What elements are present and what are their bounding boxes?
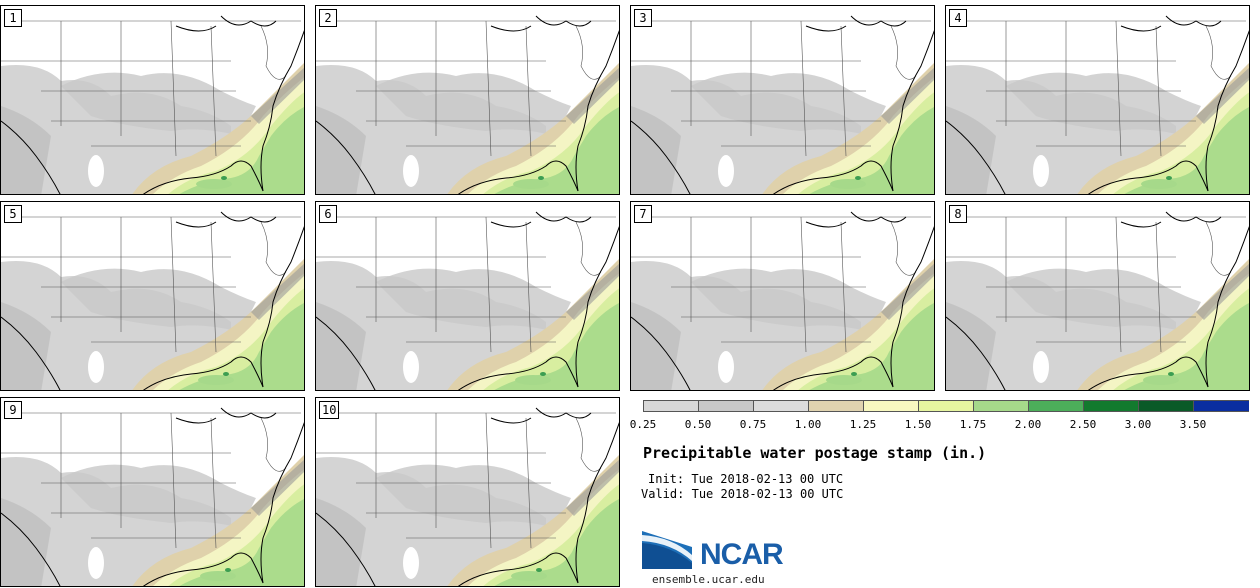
member-number-label: 3 (634, 9, 652, 27)
postage-stamp-panel[interactable]: 5 (0, 201, 305, 391)
postage-stamp-panel[interactable]: 3 (630, 5, 935, 195)
postage-stamp-panel[interactable]: 1 (0, 5, 305, 195)
colorbar-segment (1028, 400, 1084, 412)
postage-stamp-panel[interactable]: 7 (630, 201, 935, 391)
member-number-label: 6 (319, 205, 337, 223)
member-number-label: 4 (949, 9, 967, 27)
ncar-url[interactable]: ensemble.ucar.edu (652, 573, 765, 586)
colorbar-segment (698, 400, 754, 412)
postage-stamp-panel[interactable]: 8 (945, 201, 1250, 391)
member-number-label: 7 (634, 205, 652, 223)
colorbar-segment (918, 400, 974, 412)
postage-stamp-panel[interactable]: 6 (315, 201, 620, 391)
ncar-wordmark[interactable]: NCAR (700, 538, 784, 571)
member-number-label: 9 (4, 401, 22, 419)
colorbar-tick-label: 3.50 (1179, 418, 1207, 431)
init-value: Tue 2018-02-13 00 UTC (691, 472, 844, 486)
init-time: Init: Tue 2018-02-13 00 UTC (648, 472, 843, 486)
colorbar-segment (808, 400, 864, 412)
colorbar-tick-label: 0.25 (629, 418, 657, 431)
valid-time: Valid: Tue 2018-02-13 00 UTC (641, 487, 843, 501)
member-number-label: 8 (949, 205, 967, 223)
colorbar-segment (863, 400, 919, 412)
colorbar-segment (1138, 400, 1194, 412)
colorbar-tick-label: 2.50 (1069, 418, 1097, 431)
colorbar-segment (973, 400, 1029, 412)
postage-stamp-panel[interactable]: 2 (315, 5, 620, 195)
postage-stamp-panel[interactable]: 9 (0, 397, 305, 587)
colorbar-segment (1193, 400, 1249, 412)
postage-stamp-panel[interactable]: 4 (945, 5, 1250, 195)
colorbar-segment (753, 400, 809, 412)
colorbar-tick-label: 1.75 (959, 418, 987, 431)
ncar-logo-icon[interactable] (642, 531, 792, 576)
colorbar-segment (1083, 400, 1139, 412)
colorbar-tick-label: 0.75 (739, 418, 767, 431)
colorbar-tick-label: 2.00 (1014, 418, 1042, 431)
colorbar-tick-label: 1.50 (904, 418, 932, 431)
valid-value: Tue 2018-02-13 00 UTC (691, 487, 844, 501)
colorbar-tick-label: 3.00 (1124, 418, 1152, 431)
colorbar-tick-label: 0.50 (684, 418, 712, 431)
member-number-label: 1 (4, 9, 22, 27)
member-number-label: 2 (319, 9, 337, 27)
chart-title: Precipitable water postage stamp (in.) (643, 444, 987, 462)
postage-stamp-panel[interactable]: 10 (315, 397, 620, 587)
colorbar (643, 400, 1249, 412)
valid-label: Valid: (641, 487, 685, 501)
member-number-label: 10 (319, 401, 340, 419)
colorbar-tick-label: 1.25 (849, 418, 877, 431)
member-number-label: 5 (4, 205, 22, 223)
colorbar-segment (643, 400, 699, 412)
init-label: Init: (648, 472, 685, 486)
colorbar-tick-label: 1.00 (794, 418, 822, 431)
